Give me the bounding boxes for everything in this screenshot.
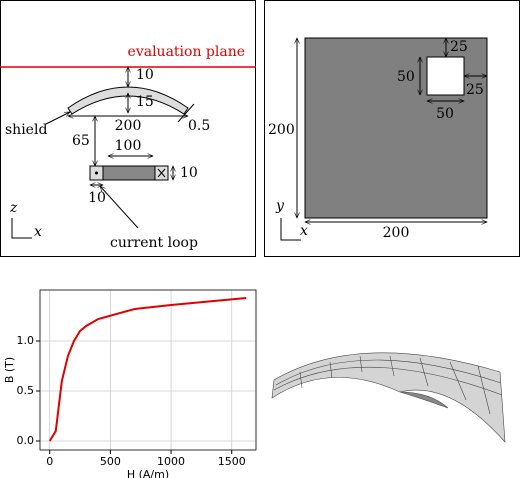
mesh-3d: [271, 352, 506, 443]
dim-label: 10: [88, 190, 106, 206]
loop-label: current loop: [110, 235, 198, 251]
shield-label: shield: [5, 122, 47, 138]
axis-label: x: [300, 223, 308, 239]
x-tick-label: 0: [46, 455, 53, 468]
current-out: [95, 171, 98, 175]
dim-label: 10: [180, 165, 198, 181]
y-tick-label: 0.5: [17, 384, 35, 397]
plot-frame: [39, 289, 257, 451]
x-tick-label: 500: [100, 455, 121, 468]
bh-chart: 0 500 1000 1500 0.0 0.5 1.0 H (A/m) B (T): [3, 289, 257, 478]
axes-icon: [11, 218, 32, 239]
panel-b: 25 50 25 50 200 200 y x: [264, 0, 520, 257]
panel-border: [0, 0, 256, 257]
y-tick-label: 1.0: [17, 334, 35, 347]
y-axis-label: B (T): [3, 357, 16, 383]
dim-label: 200: [383, 225, 410, 241]
dim-line: [177, 103, 195, 123]
axis-label: x: [34, 224, 42, 240]
dim-label: 15: [136, 94, 154, 110]
hole: [426, 56, 465, 96]
pointer: [100, 186, 139, 229]
y-tick-label: 0.0: [17, 434, 35, 447]
data-line: [48, 297, 247, 442]
dim-label: 200: [115, 118, 142, 134]
dim-label: 50: [397, 69, 415, 85]
dim-label: 0.5: [188, 118, 210, 134]
x-axis-label: H (A/m): [127, 468, 169, 478]
panel-a: evaluation plane 10 15 200 0.5 shield 65…: [0, 0, 256, 257]
axis-label: z: [9, 200, 18, 216]
dim-label: 50: [436, 106, 454, 122]
dim-label: 10: [136, 67, 154, 83]
x-tick-label: 1000: [157, 455, 185, 468]
dim-label: 65: [72, 133, 90, 149]
axes-icon: [280, 218, 301, 241]
plane-label: evaluation plane: [128, 44, 245, 60]
dim-label: 25: [466, 82, 484, 98]
axis-label: y: [275, 198, 285, 214]
x-tick-label: 1500: [218, 455, 246, 468]
dim-label: 100: [115, 138, 142, 154]
pointer: [45, 111, 70, 125]
dim-label: 25: [450, 39, 468, 55]
current-in: [157, 168, 166, 178]
dim-label: 200: [268, 122, 295, 138]
